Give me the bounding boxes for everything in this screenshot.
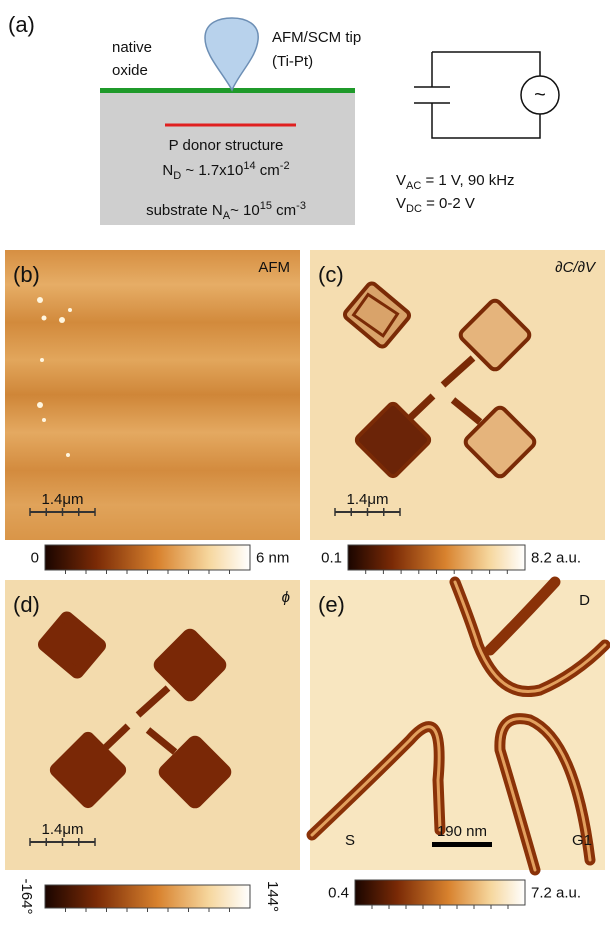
text: cm [256,162,280,179]
panel-label: (a) [8,12,35,37]
colorbar [355,880,525,905]
colorbar-max: 7.2 a.u. [531,885,581,902]
text: substrate N [146,202,223,219]
terminal-label: S [345,832,355,849]
vac-label: VAC = 1 V, 90 kHz [396,172,515,192]
superscript: 14 [243,160,255,172]
colorbar [348,545,525,570]
text: V [396,195,406,212]
tip-label: (Ti-Pt) [272,53,313,70]
text: V [396,172,406,189]
text: cm [272,202,296,219]
panel-label: (b) [13,262,40,287]
colorbar-min: -164° [18,878,35,914]
colorbar-max: 6 nm [256,550,289,567]
oxide-label: oxide [112,62,148,79]
tip-label: AFM/SCM tip [272,29,361,46]
channel-label: ϕ [282,589,290,606]
text: = 1 V, 90 kHz [421,172,514,189]
panel-label: (d) [13,592,40,617]
scale-label: 1.4μm [347,491,389,508]
figure: (a) native oxide AFM/SCM tip (Ti-Pt) P d… [0,0,610,930]
colorbar-max: 144° [264,881,281,912]
colorbar-min: 0 [31,550,39,567]
text: N [162,162,173,179]
tip [205,18,258,90]
scale-label: 1.4μm [42,821,84,838]
scale-label: 190 nm [437,823,487,840]
superscript: -3 [296,200,306,212]
superscript: -2 [280,160,290,172]
oxide-label: native [112,39,152,56]
scale-label: 1.4μm [42,491,84,508]
superscript: 15 [260,200,272,212]
oxide-layer [100,88,355,93]
colorbar [45,885,250,908]
channel-label: ∂C/∂V [555,259,597,276]
colorbar-min: 0.1 [321,550,342,567]
panel-label: (e) [318,592,345,617]
text: ~ 1.7x10 [181,162,243,179]
channel-label: AFM [258,259,290,276]
subscript: D [173,170,181,182]
terminal-label: D [579,592,590,609]
text: = 0-2 V [422,195,475,212]
terminal-label: G1 [572,832,592,849]
donor-density: ND ~ 1.7x1014 cm-2 [162,160,289,182]
substrate [100,90,355,225]
scale-bar [432,842,492,847]
colorbar-min: 0.4 [328,885,349,902]
vdc-label: VDC = 0-2 V [396,195,475,215]
subscript: DC [406,203,422,215]
source-symbol: ~ [534,84,546,106]
subscript: AC [406,180,421,192]
panel-label: (c) [318,262,344,287]
colorbar-max: 8.2 a.u. [531,550,581,567]
panel-a: (a) native oxide AFM/SCM tip (Ti-Pt) P d… [8,12,559,225]
donor-label: P donor structure [169,137,284,154]
colorbar [45,545,250,570]
text: ~ 10 [230,202,260,219]
